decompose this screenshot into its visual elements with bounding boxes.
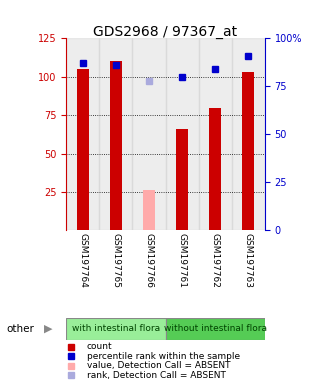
Text: percentile rank within the sample: percentile rank within the sample [87, 352, 240, 361]
Bar [66, 38, 99, 230]
Bar [143, 190, 155, 230]
Bar [110, 61, 122, 230]
Bar [199, 38, 232, 230]
Bar [77, 69, 88, 230]
Text: GDS2968 / 97367_at: GDS2968 / 97367_at [93, 25, 238, 39]
Text: ▶: ▶ [44, 324, 52, 334]
Text: count: count [87, 342, 113, 351]
Bar [166, 38, 199, 230]
Text: other: other [7, 324, 34, 334]
Bar [242, 72, 254, 230]
Text: value, Detection Call = ABSENT: value, Detection Call = ABSENT [87, 361, 230, 370]
Bar [176, 129, 188, 230]
Text: rank, Detection Call = ABSENT: rank, Detection Call = ABSENT [87, 371, 226, 380]
Bar [132, 38, 166, 230]
Bar [99, 38, 132, 230]
FancyBboxPatch shape [166, 318, 265, 340]
Text: without intestinal flora: without intestinal flora [164, 324, 267, 333]
Bar [232, 38, 265, 230]
Text: with intestinal flora: with intestinal flora [72, 324, 160, 333]
Bar [210, 108, 221, 230]
FancyBboxPatch shape [66, 318, 166, 340]
